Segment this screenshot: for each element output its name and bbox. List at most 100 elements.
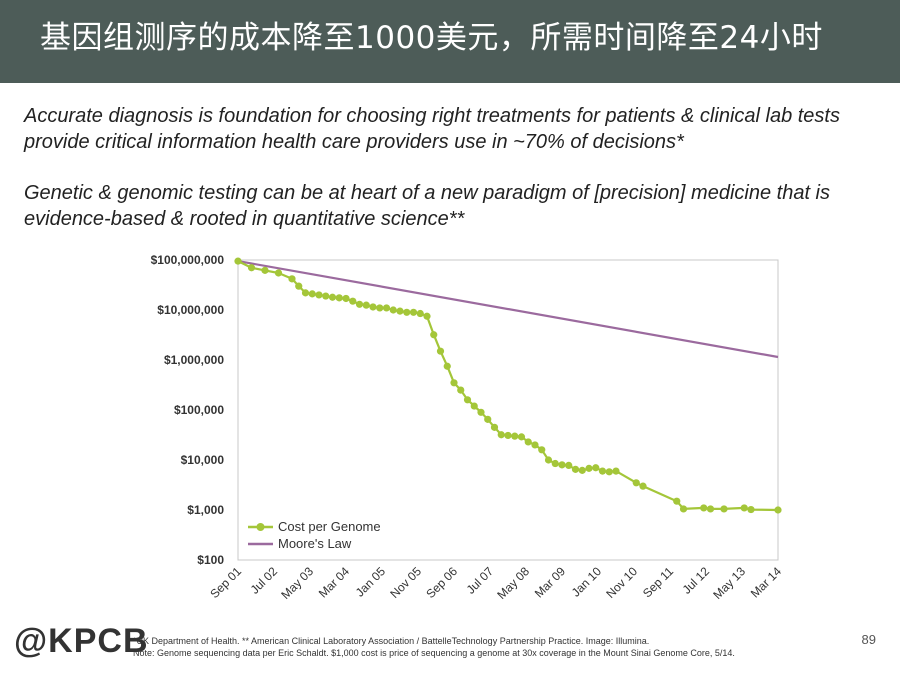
cost-point: [639, 482, 647, 490]
genome-cost-chart: $100 $1,000 $10,000 $100,000 $1,000,000 $10,0…: [151, 253, 785, 602]
cost-point: [396, 307, 404, 315]
cost-point: [484, 415, 492, 423]
legend-label-moore: Moore's Law: [278, 536, 352, 551]
cost-point: [524, 438, 532, 446]
cost-point: [558, 461, 566, 469]
cost-point: [355, 300, 364, 308]
cost-point: [700, 504, 708, 512]
x-tick-label: May 03: [278, 564, 316, 602]
x-tick-label: Jul 02: [248, 564, 281, 597]
intro-paragraph: Accurate diagnosis is foundation for cho…: [24, 105, 840, 153]
x-tick-label: Mar 09: [532, 564, 569, 601]
cost-point: [436, 347, 445, 355]
y-tick-label: $1,000: [187, 503, 224, 517]
cost-point: [585, 464, 593, 472]
cost-point: [301, 289, 310, 297]
cost-point: [335, 294, 343, 302]
cost-point: [774, 506, 782, 514]
cost-point: [362, 301, 370, 309]
kpcb-logo: @KPCB: [14, 622, 149, 660]
x-tick-label: Sep 01: [207, 564, 244, 601]
cost-point: [234, 257, 242, 265]
x-tick-label: May 08: [494, 564, 532, 602]
cost-point: [382, 304, 391, 312]
cost-point: [443, 362, 451, 370]
moores-law-line: [237, 260, 779, 359]
x-tick-label: Mar 04: [316, 564, 353, 601]
cost-point: [409, 308, 418, 316]
cost-point: [544, 456, 553, 464]
cost-point: [511, 432, 519, 440]
y-tick-label: $10,000: [181, 453, 225, 467]
cost-point: [673, 497, 681, 505]
footnote-line-2: Note: Genome sequencing data per Eric Sc…: [133, 648, 735, 658]
x-tick-label: Sep 11: [640, 564, 676, 600]
cost-point: [470, 402, 478, 410]
footnote-line-1: *UK Department of Health. ** American Cl…: [133, 636, 650, 646]
cost-point: [295, 282, 303, 290]
cost-point: [308, 290, 316, 298]
cost-point: [342, 294, 350, 303]
series-layer: [234, 257, 782, 514]
cost-point: [592, 464, 600, 472]
cost-point: [571, 465, 580, 473]
title-bar: 基因组测序的成本降至1000美元，所需时间降至24小时: [0, 0, 900, 83]
x-tick-label: Sep 06: [423, 564, 460, 601]
y-axis-labels: $100 $1,000 $10,000 $100,000 $1,000,000 $10,0…: [151, 253, 225, 567]
cost-point: [322, 292, 330, 300]
cost-point: [369, 303, 377, 311]
y-tick-label: $100,000: [174, 403, 224, 417]
paradigm-paragraph: Genetic & genomic testing can be at hear…: [24, 182, 830, 230]
cost-point: [679, 505, 688, 513]
cost-point: [315, 291, 323, 299]
x-tick-label: Mar 14: [748, 564, 785, 601]
cost-point: [376, 304, 384, 312]
cost-point: [430, 331, 438, 339]
cost-point: [349, 297, 357, 305]
legend-label-cost: Cost per Genome: [278, 519, 381, 534]
cost-point: [504, 431, 512, 440]
cost-point: [565, 461, 573, 469]
x-tick-label: Jan 10: [569, 564, 605, 600]
x-tick-label: Jul 12: [680, 564, 713, 597]
cost-point: [247, 264, 256, 272]
cost-point: [477, 408, 485, 416]
slide-title: 基因组测序的成本降至1000美元，所需时间降至24小时: [40, 20, 823, 56]
cost-point: [416, 309, 424, 318]
cost-point: [538, 446, 546, 454]
y-tick-label: $100,000,000: [151, 253, 225, 267]
x-tick-label: Nov 05: [387, 564, 424, 601]
cost-point: [612, 467, 620, 475]
cost-point: [706, 505, 715, 513]
x-tick-label: May 13: [710, 564, 748, 602]
cost-point: [632, 479, 640, 487]
cost-point: [551, 459, 559, 468]
cost-point: [328, 293, 337, 301]
cost-point: [578, 466, 586, 474]
cost-point: [423, 312, 431, 320]
cost-point: [747, 505, 755, 514]
y-tick-label: $100: [197, 553, 224, 567]
cost-point: [450, 379, 458, 387]
cost-point: [497, 431, 505, 439]
cost-point: [389, 306, 397, 314]
cost-point: [490, 423, 499, 431]
x-tick-label: Jul 07: [464, 564, 497, 597]
x-tick-label: Nov 10: [603, 564, 640, 601]
cost-point: [598, 467, 607, 475]
page-number: 89: [861, 632, 876, 647]
cost-point: [463, 396, 472, 404]
plot-frame: [237, 259, 779, 561]
cost-point: [457, 386, 465, 394]
cost-point: [274, 269, 283, 277]
cost-point: [517, 433, 526, 441]
cost-point: [288, 275, 296, 283]
cost-point: [261, 266, 269, 274]
legend-marker-cost: [256, 523, 265, 531]
cost-point: [531, 441, 539, 449]
cost-point: [403, 308, 411, 316]
chart-legend: Cost per Genome Moore's Law: [248, 519, 381, 551]
cost-point: [740, 504, 748, 512]
footnote: *UK Department of Health. ** American Cl…: [133, 635, 853, 659]
